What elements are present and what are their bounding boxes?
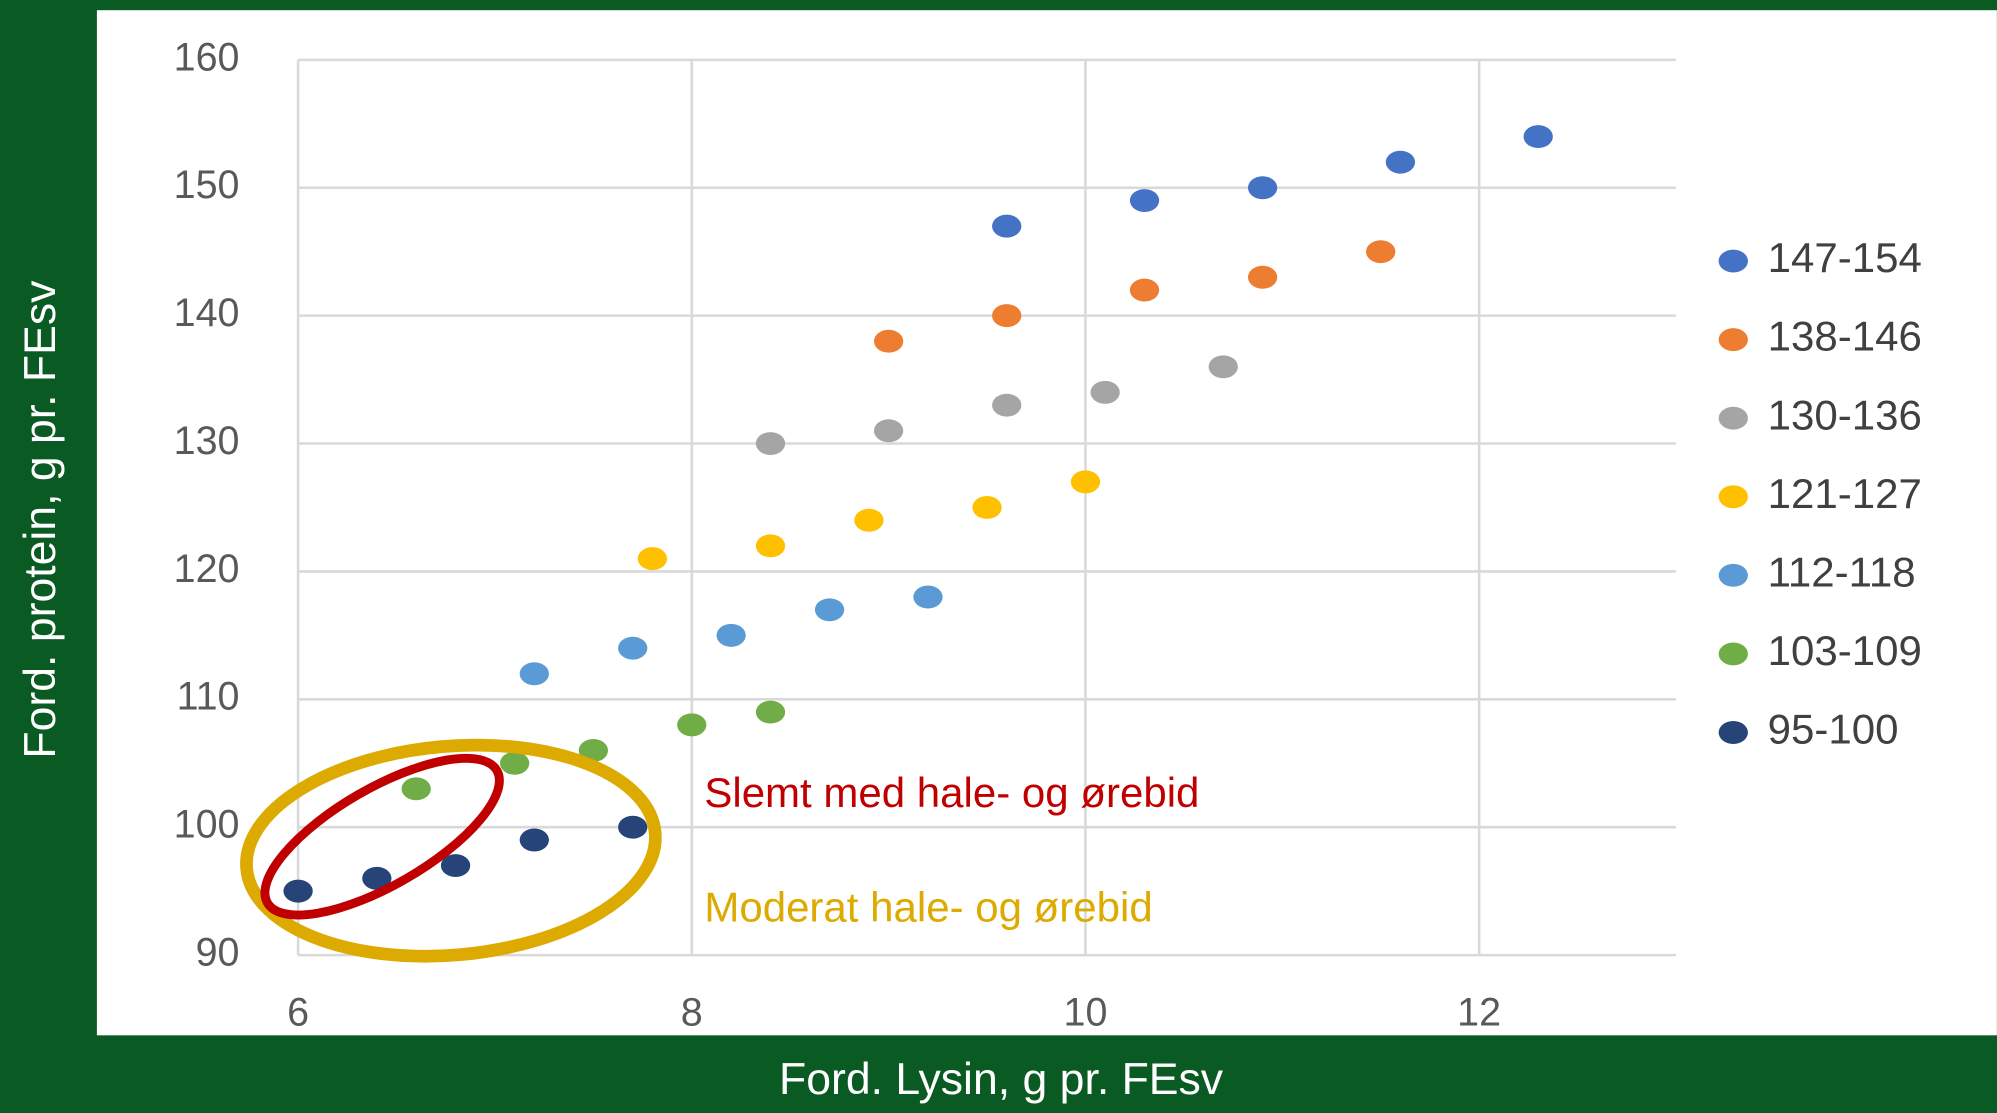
point xyxy=(873,329,904,353)
x-tick-label: 8 xyxy=(681,990,703,1034)
point xyxy=(1129,189,1160,212)
point xyxy=(755,534,786,558)
y-tick-label: 110 xyxy=(177,675,240,719)
annotation: Moderat hale- og ørebid xyxy=(704,884,1152,931)
point xyxy=(992,393,1022,417)
highlight-ellipse xyxy=(260,753,504,920)
point xyxy=(618,815,648,839)
y-tick-label: 160 xyxy=(174,35,240,79)
legend-marker xyxy=(1718,406,1748,430)
y-tick-label: 140 xyxy=(174,291,240,335)
point xyxy=(992,304,1022,328)
point xyxy=(1247,176,1278,200)
point xyxy=(755,700,786,724)
legend-label: 95-100 xyxy=(1768,706,1899,753)
point xyxy=(755,432,786,455)
point xyxy=(716,623,746,647)
annotation: Slemt med hale- og ørebid xyxy=(704,769,1199,816)
legend-marker xyxy=(1718,642,1748,666)
point xyxy=(854,508,884,532)
legend-marker xyxy=(1718,563,1748,587)
marks xyxy=(283,125,1553,903)
legend-marker xyxy=(1718,721,1748,744)
point xyxy=(1129,278,1160,302)
point xyxy=(519,828,549,852)
point xyxy=(1523,125,1553,149)
point xyxy=(1208,355,1238,379)
x-tick-label: 12 xyxy=(1457,990,1501,1034)
point xyxy=(1385,150,1416,174)
point xyxy=(1090,380,1120,404)
point xyxy=(913,585,943,609)
legend-marker xyxy=(1718,249,1748,273)
y-tick-label: 150 xyxy=(174,163,240,207)
point xyxy=(519,662,549,686)
grid: 90 100 110 120 130 140 150 160 6 8 10 12 xyxy=(174,35,1676,1034)
point xyxy=(618,636,648,660)
point xyxy=(401,777,431,801)
x-tick-label: 10 xyxy=(1064,990,1108,1034)
point xyxy=(1366,240,1396,264)
legend-marker xyxy=(1718,485,1748,509)
point xyxy=(578,739,609,762)
y-tick-label: 120 xyxy=(174,547,240,591)
y-axis-title: Ford. protein, g pr. FEsv xyxy=(16,280,65,759)
point xyxy=(972,496,1002,519)
point xyxy=(814,598,845,622)
x-axis-title: Ford. Lysin, g pr. FEsv xyxy=(779,1055,1224,1104)
point xyxy=(992,214,1022,238)
point xyxy=(1070,470,1101,494)
y-tick-label: 100 xyxy=(174,803,240,847)
legend-label: 138-146 xyxy=(1768,313,1922,360)
legend-label: 121-127 xyxy=(1768,470,1922,517)
legend-marker xyxy=(1718,328,1748,352)
y-tick-label: 90 xyxy=(196,931,240,975)
x-tick-label: 6 xyxy=(287,990,309,1034)
point xyxy=(362,866,392,890)
point xyxy=(499,751,530,775)
point xyxy=(283,879,313,903)
legend-label: 112-118 xyxy=(1768,548,1916,595)
point xyxy=(440,854,471,878)
point xyxy=(637,547,668,571)
point xyxy=(873,419,904,443)
legend-label: 103-109 xyxy=(1768,627,1922,674)
point xyxy=(677,713,707,737)
plot-panel xyxy=(96,10,1997,1036)
legend-label: 147-154 xyxy=(1768,234,1922,281)
legend-label: 130-136 xyxy=(1768,391,1922,438)
y-tick-label: 130 xyxy=(174,419,240,463)
highlight-ellipse xyxy=(240,738,662,963)
point xyxy=(1247,265,1278,289)
